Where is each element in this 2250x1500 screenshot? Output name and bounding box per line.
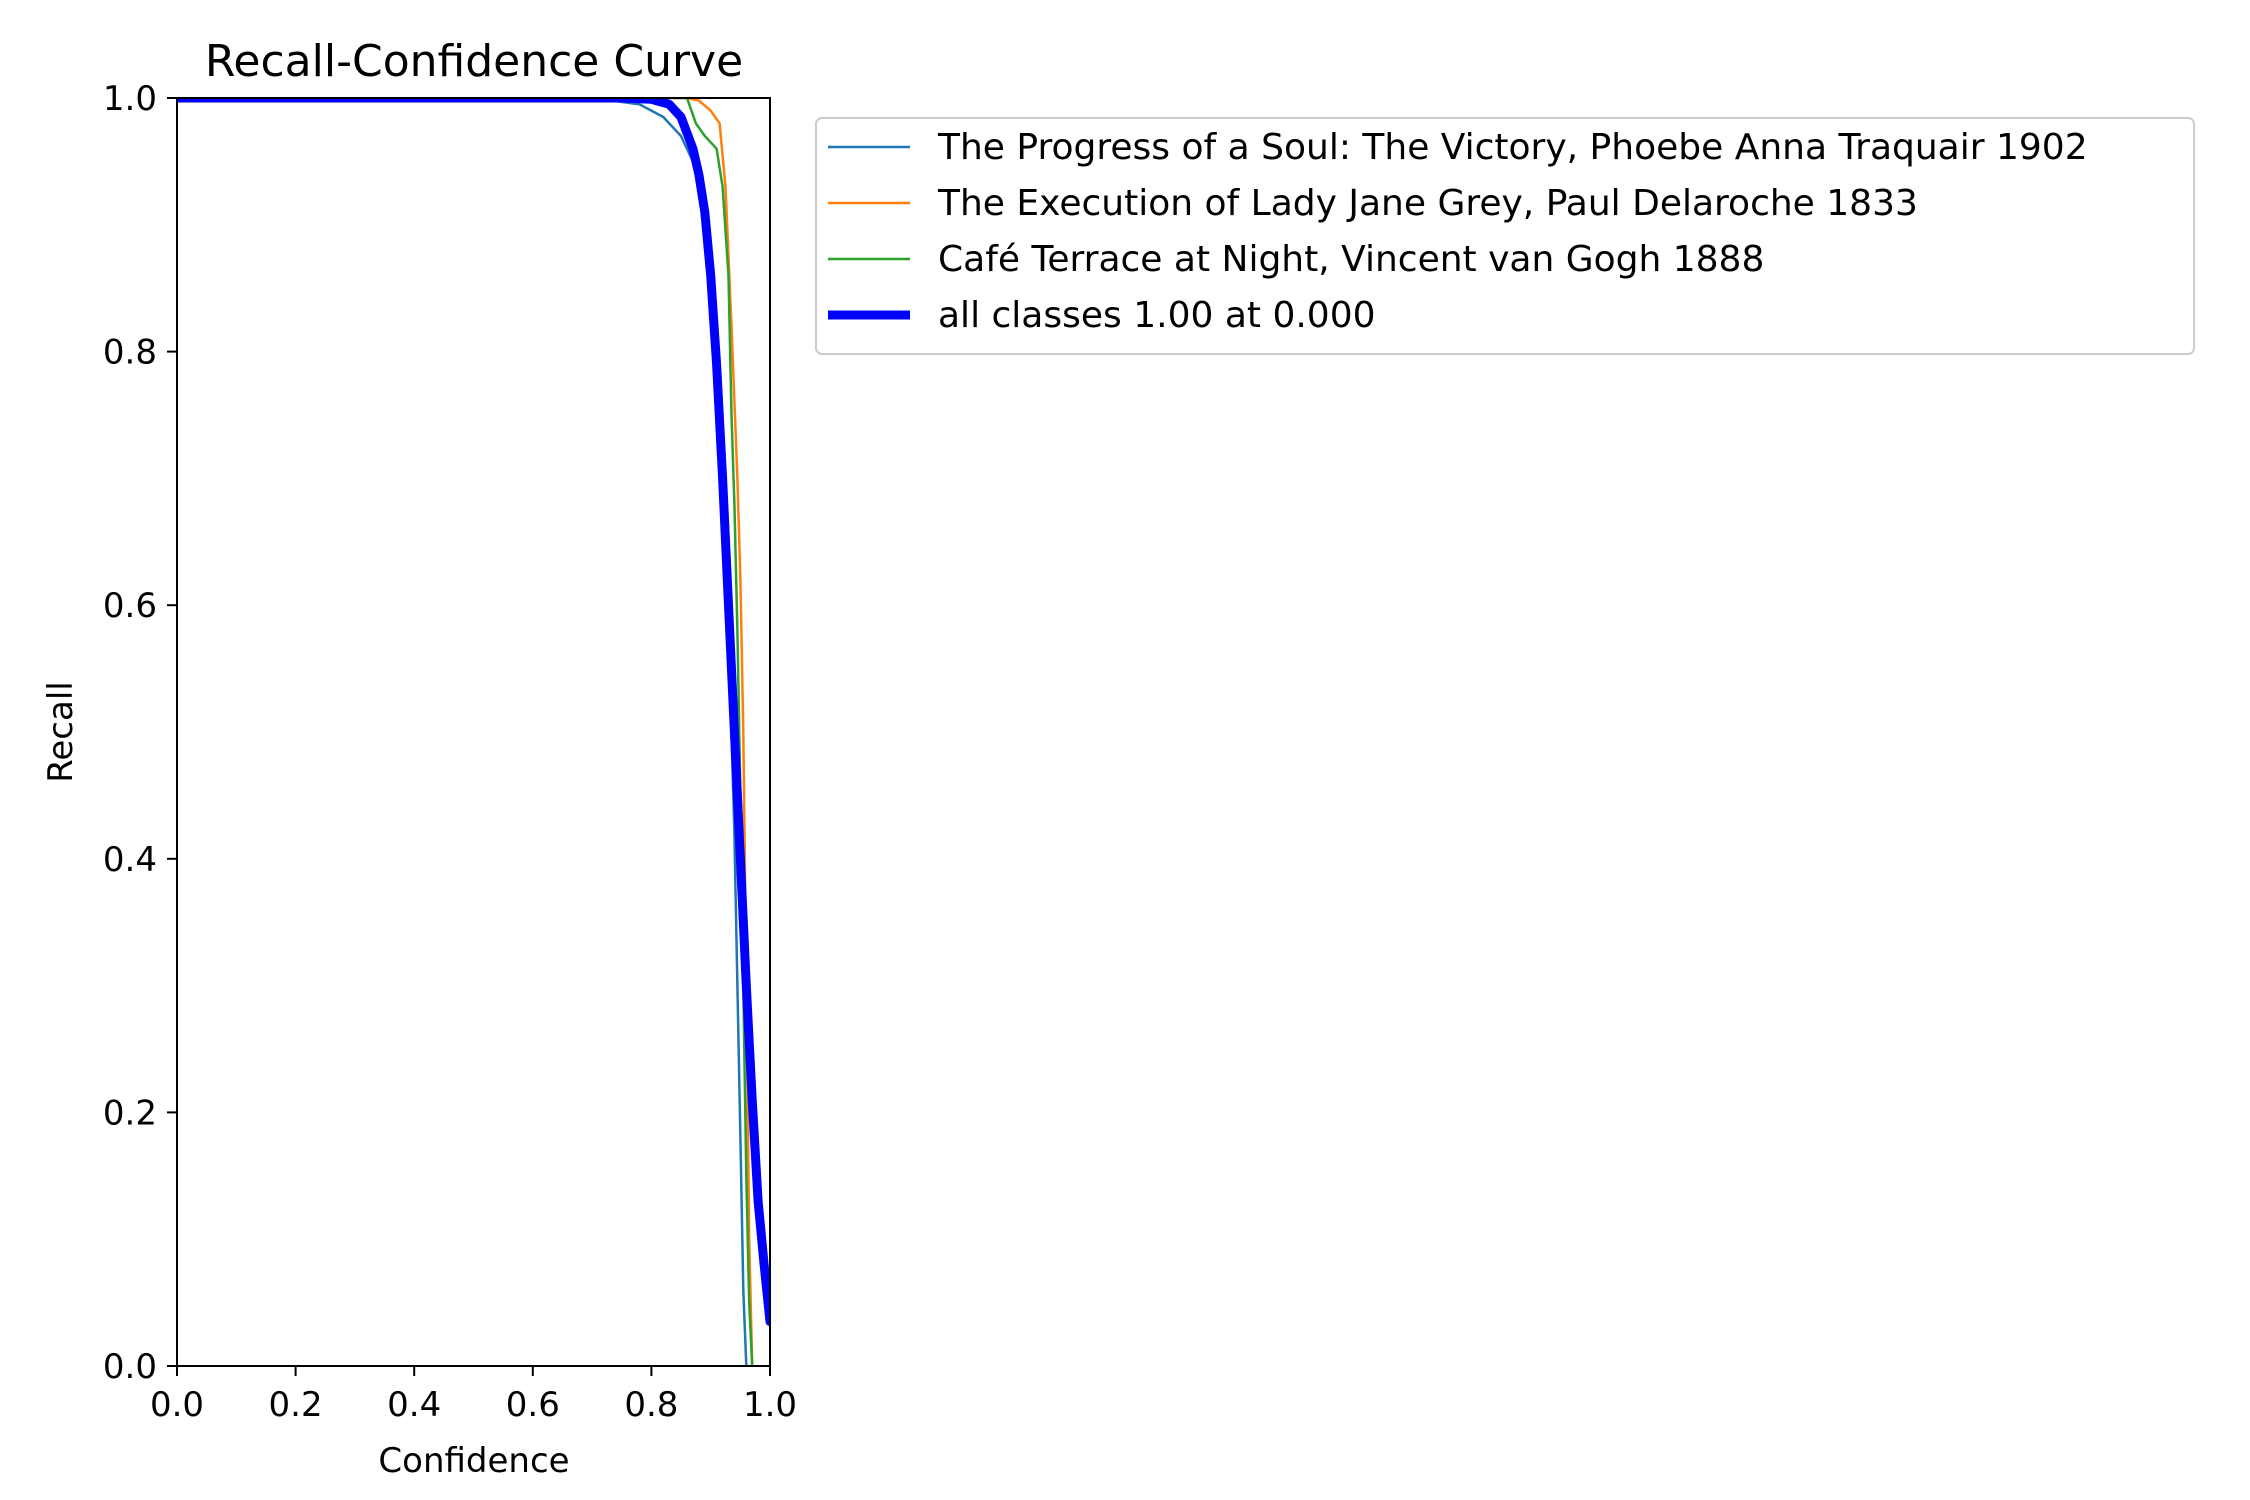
x-axis-label: Confidence: [378, 1441, 569, 1481]
series-line-3: [177, 98, 754, 1366]
y-tick-label: 0.6: [103, 586, 157, 626]
y-tick-label: 0.0: [103, 1347, 157, 1387]
series-layer: [177, 98, 770, 1366]
x-tick-label: 0.4: [387, 1385, 441, 1425]
x-tick-label: 0.2: [269, 1385, 323, 1425]
plot-frame: [176, 97, 771, 1367]
y-axis: 0.0 0.2 0.4 0.6 0.8 1.0: [103, 79, 177, 1387]
chart-title: Recall-Confidence Curve: [205, 36, 743, 87]
legend-label-4: all classes 1.00 at 0.000: [938, 295, 1376, 336]
x-tick-label: 0.6: [506, 1385, 560, 1425]
y-tick-label: 1.0: [103, 79, 157, 119]
legend-items: The Progress of a Soul: The Victory, Pho…: [828, 127, 2088, 336]
legend-frame: [815, 117, 2195, 355]
series-line-4: [177, 98, 770, 1327]
y-tick-label: 0.4: [103, 840, 157, 880]
legend-label-3: Café Terrace at Night, Vincent van Gogh …: [938, 239, 1764, 280]
x-tick-label: 1.0: [743, 1385, 797, 1425]
x-tick-label: 0.8: [624, 1385, 678, 1425]
plot-area: [176, 97, 771, 1367]
x-axis: 0.0 0.2 0.4 0.6 0.8 1.0: [150, 1366, 797, 1425]
y-tick-label: 0.2: [103, 1093, 157, 1133]
x-tick-label: 0.0: [150, 1385, 204, 1425]
y-tick-label: 0.8: [103, 333, 157, 373]
legend: The Progress of a Soul: The Victory, Pho…: [815, 117, 2195, 355]
plot-background: [177, 98, 770, 1366]
legend-label-1: The Progress of a Soul: The Victory, Pho…: [937, 127, 2088, 168]
y-axis-label: Recall: [41, 681, 81, 782]
legend-label-2: The Execution of Lady Jane Grey, Paul De…: [937, 183, 1918, 224]
